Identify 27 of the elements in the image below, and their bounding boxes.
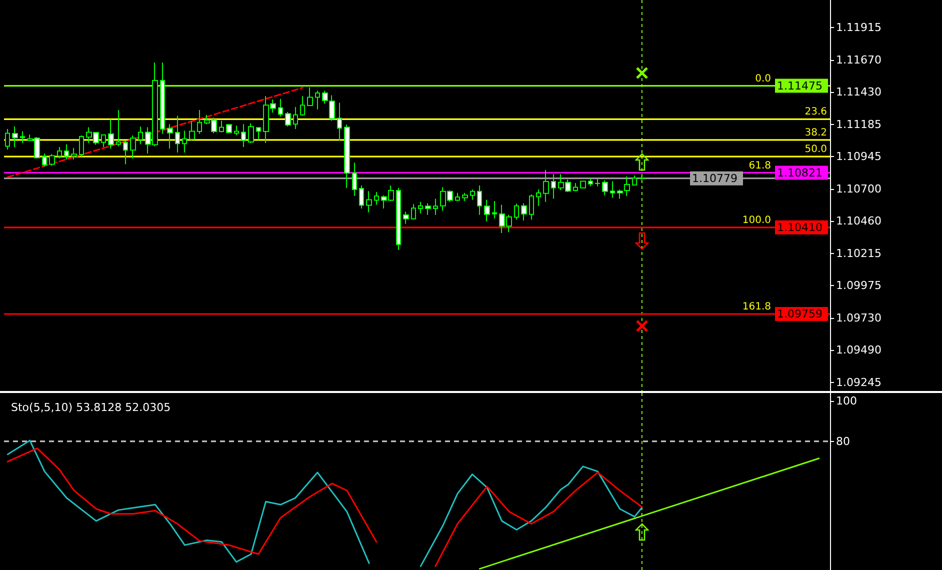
y-tick-label: 1.09490 — [836, 343, 882, 356]
annotation: 38.2 — [804, 127, 827, 138]
annotation: 61.8 — [748, 160, 771, 172]
annotation: 0.0 — [755, 73, 771, 84]
y-tick-label: 1.11670 — [836, 53, 882, 66]
annotation: 100.0 — [742, 214, 771, 226]
y-tick-label: 80 — [836, 434, 850, 448]
annotation: 23.6 — [804, 106, 827, 118]
y-tick-label: 1.09975 — [836, 278, 882, 292]
y-tick-label: 1.09245 — [836, 376, 882, 389]
y-tick-label: 1.10460 — [836, 214, 882, 228]
ref-line-label: 1.11475 — [777, 79, 822, 92]
annotation: 50.0 — [804, 144, 827, 156]
y-tick-label: 1.11430 — [836, 85, 882, 98]
ref-line-label: 1.10821 — [777, 166, 822, 180]
y-tick-label: 1.11185 — [836, 118, 882, 131]
y-tick-label: 1.11915 — [836, 20, 882, 34]
ref-line-label: 1.10779 — [692, 172, 738, 185]
ref-line-label: 1.10410 — [777, 220, 822, 234]
y-tick-label: 1.10700 — [836, 182, 882, 196]
text: Sto(5,5,10) 53.8128 52.0305 — [11, 401, 171, 414]
ref-line-label: 1.09759 — [777, 307, 822, 320]
y-tick-label: 1.10215 — [836, 246, 882, 260]
y-tick-label: 100 — [836, 394, 857, 408]
y-tick-label: 1.10945 — [836, 150, 882, 163]
annotation: 161.8 — [742, 301, 771, 312]
y-tick-label: 1.09730 — [836, 311, 882, 324]
